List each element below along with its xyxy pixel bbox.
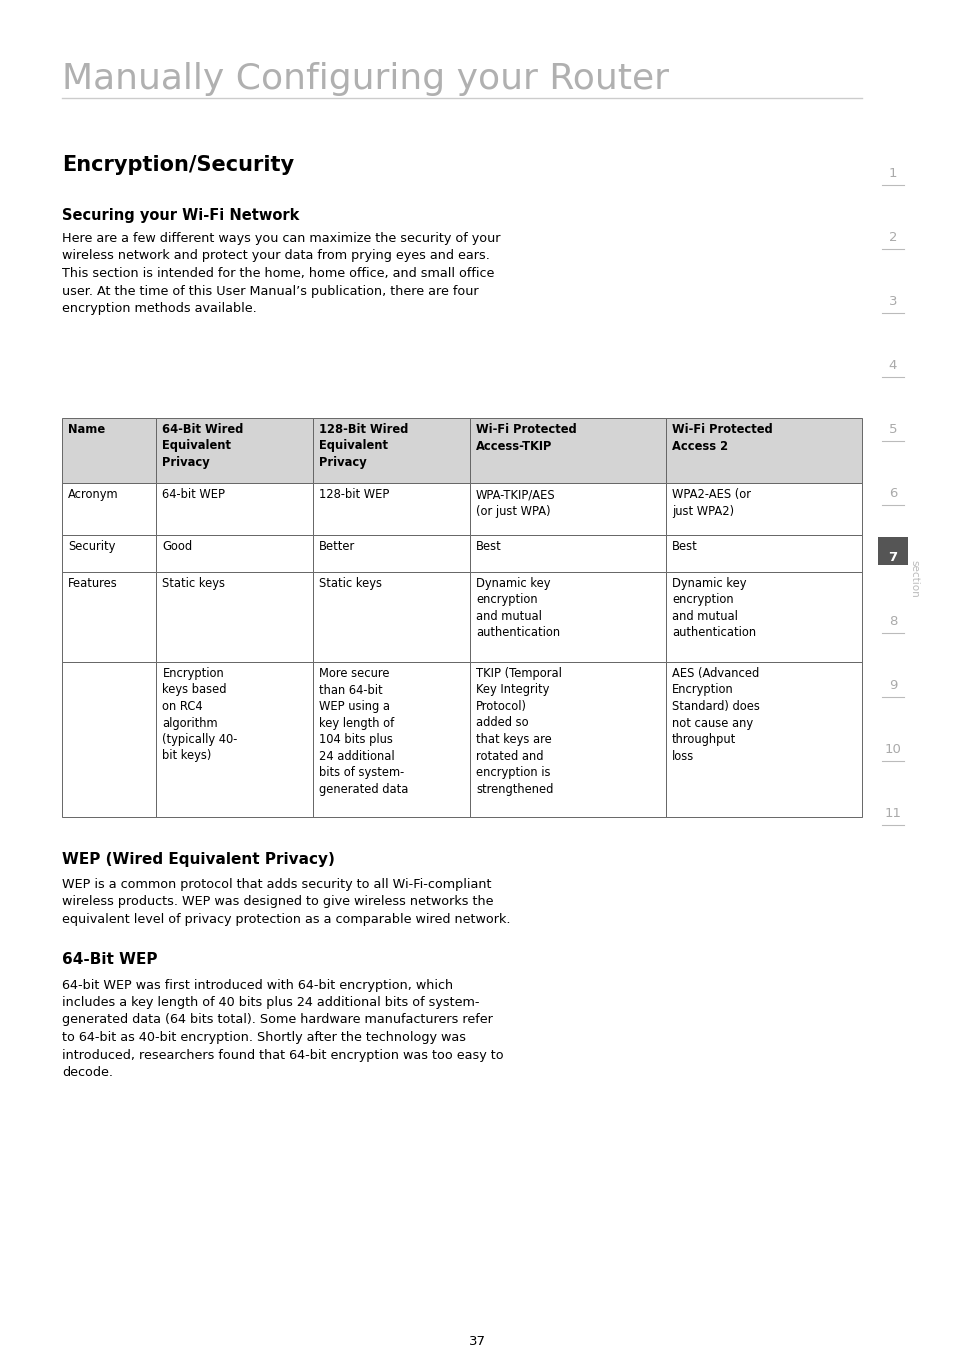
Bar — [313, 572, 470, 662]
Text: Dynamic key
encryption
and mutual
authentication: Dynamic key encryption and mutual authen… — [671, 577, 756, 639]
Text: 3: 3 — [888, 294, 897, 308]
Text: Best: Best — [476, 540, 501, 553]
Bar — [156, 418, 313, 483]
Text: Here are a few different ways you can maximize the security of your: Here are a few different ways you can ma… — [62, 232, 500, 245]
Text: Securing your Wi-Fi Network: Securing your Wi-Fi Network — [62, 209, 299, 224]
Bar — [62, 418, 156, 483]
Text: to 64-bit as 40-bit encryption. Shortly after the technology was: to 64-bit as 40-bit encryption. Shortly … — [62, 1030, 465, 1044]
Text: 37: 37 — [468, 1334, 485, 1348]
Text: Encryption
keys based
on RC4
algorithm
(typically 40-
bit keys): Encryption keys based on RC4 algorithm (… — [162, 667, 237, 762]
Text: WEP is a common protocol that adds security to all Wi-Fi-compliant: WEP is a common protocol that adds secur… — [62, 878, 491, 891]
Text: generated data (64 bits total). Some hardware manufacturers refer: generated data (64 bits total). Some har… — [62, 1014, 493, 1026]
Bar — [313, 662, 470, 816]
Text: 6: 6 — [888, 487, 896, 500]
Bar — [470, 483, 665, 536]
Text: 64-bit WEP was first introduced with 64-bit encryption, which: 64-bit WEP was first introduced with 64-… — [62, 979, 453, 991]
Text: 9: 9 — [888, 679, 896, 692]
Bar — [156, 572, 313, 662]
Bar — [877, 537, 907, 566]
Bar — [665, 418, 862, 483]
Bar — [313, 536, 470, 572]
Text: encryption methods available.: encryption methods available. — [62, 303, 256, 315]
Text: 4: 4 — [888, 358, 896, 372]
Text: WEP (Wired Equivalent Privacy): WEP (Wired Equivalent Privacy) — [62, 852, 335, 867]
Bar — [62, 483, 156, 536]
Text: Acronym: Acronym — [68, 488, 118, 502]
Text: WPA2-AES (or
just WPA2): WPA2-AES (or just WPA2) — [671, 488, 750, 518]
Text: Static keys: Static keys — [319, 577, 382, 590]
Text: wireless products. WEP was designed to give wireless networks the: wireless products. WEP was designed to g… — [62, 895, 493, 909]
Text: user. At the time of this User Manual’s publication, there are four: user. At the time of this User Manual’s … — [62, 285, 478, 297]
Bar — [156, 662, 313, 816]
Text: More secure
than 64-bit
WEP using a
key length of
104 bits plus
24 additional
bi: More secure than 64-bit WEP using a key … — [319, 667, 408, 796]
Text: Features: Features — [68, 577, 117, 590]
Bar — [665, 662, 862, 816]
Text: 1: 1 — [888, 168, 897, 180]
Text: 64-Bit WEP: 64-Bit WEP — [62, 953, 157, 968]
Text: equivalent level of privacy protection as a comparable wired network.: equivalent level of privacy protection a… — [62, 913, 510, 925]
Text: Name: Name — [68, 423, 105, 436]
Text: introduced, researchers found that 64-bit encryption was too easy to: introduced, researchers found that 64-bi… — [62, 1048, 503, 1062]
Text: 5: 5 — [888, 423, 897, 436]
Text: This section is intended for the home, home office, and small office: This section is intended for the home, h… — [62, 267, 494, 279]
Text: Wi-Fi Protected
Access 2: Wi-Fi Protected Access 2 — [671, 423, 772, 453]
Bar — [156, 536, 313, 572]
Text: TKIP (Temporal
Key Integrity
Protocol)
added so
that keys are
rotated and
encryp: TKIP (Temporal Key Integrity Protocol) a… — [476, 667, 561, 796]
Text: 2: 2 — [888, 230, 897, 244]
Bar — [665, 483, 862, 536]
Text: Better: Better — [319, 540, 355, 553]
Text: section: section — [908, 560, 918, 598]
Text: Security: Security — [68, 540, 115, 553]
Text: 7: 7 — [887, 551, 897, 564]
Bar — [62, 662, 156, 816]
Bar — [470, 662, 665, 816]
Text: includes a key length of 40 bits plus 24 additional bits of system-: includes a key length of 40 bits plus 24… — [62, 996, 479, 1009]
Text: 128-bit WEP: 128-bit WEP — [319, 488, 389, 502]
Text: Good: Good — [162, 540, 193, 553]
Bar — [665, 572, 862, 662]
Bar — [470, 536, 665, 572]
Text: AES (Advanced
Encryption
Standard) does
not cause any
throughput
loss: AES (Advanced Encryption Standard) does … — [671, 667, 760, 762]
Bar — [156, 483, 313, 536]
Text: 64-bit WEP: 64-bit WEP — [162, 488, 225, 502]
Bar — [313, 483, 470, 536]
Text: decode.: decode. — [62, 1066, 112, 1079]
Bar — [62, 572, 156, 662]
Text: 11: 11 — [883, 807, 901, 821]
Text: wireless network and protect your data from prying eyes and ears.: wireless network and protect your data f… — [62, 249, 489, 263]
Bar — [62, 536, 156, 572]
Text: 128-Bit Wired
Equivalent
Privacy: 128-Bit Wired Equivalent Privacy — [319, 423, 408, 469]
Text: Best: Best — [671, 540, 697, 553]
Bar — [470, 572, 665, 662]
Bar — [470, 418, 665, 483]
Text: 64-Bit Wired
Equivalent
Privacy: 64-Bit Wired Equivalent Privacy — [162, 423, 244, 469]
Text: 8: 8 — [888, 615, 896, 628]
Text: Wi-Fi Protected
Access-TKIP: Wi-Fi Protected Access-TKIP — [476, 423, 577, 453]
Bar — [665, 536, 862, 572]
Text: Static keys: Static keys — [162, 577, 225, 590]
Text: 10: 10 — [883, 743, 901, 756]
Text: Manually Configuring your Router: Manually Configuring your Router — [62, 61, 668, 95]
Text: Dynamic key
encryption
and mutual
authentication: Dynamic key encryption and mutual authen… — [476, 577, 559, 639]
Bar — [313, 418, 470, 483]
Text: WPA-TKIP/AES
(or just WPA): WPA-TKIP/AES (or just WPA) — [476, 488, 555, 518]
Text: Encryption/Security: Encryption/Security — [62, 155, 294, 174]
